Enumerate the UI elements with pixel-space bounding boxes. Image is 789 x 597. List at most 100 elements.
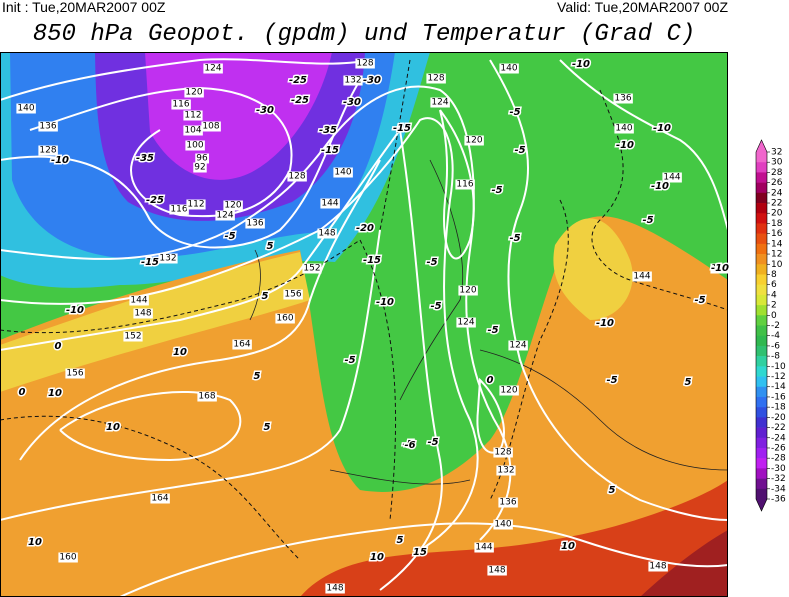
geopotential-label: 124: [216, 211, 233, 221]
colorbar-top-arrow: [756, 140, 767, 152]
geopotential-label-box: [245, 218, 265, 229]
temperature-contour: [591, 89, 728, 311]
temperature-label: 5: [685, 377, 692, 388]
colorbar-segment: [756, 427, 767, 439]
geopotential-label: 128: [494, 448, 511, 458]
geopotential-label: 104: [184, 126, 201, 136]
geopotential-label-box: [458, 285, 478, 296]
geopotential-label-box: [275, 313, 295, 324]
geopotential-label: 128: [427, 74, 444, 84]
geopotential-label-box: [499, 63, 519, 74]
geopotential-label: 156: [284, 290, 301, 300]
temperature-label: -30: [343, 97, 361, 108]
colorbar-segment: [756, 488, 767, 500]
temperature-label: -5: [430, 301, 441, 312]
colorbar-segment: [756, 315, 767, 326]
geopotential-label-box: [232, 339, 252, 350]
colorbar-tick-label: -2: [771, 321, 780, 331]
temperature-label: 5: [262, 291, 269, 302]
temperature-label: -25: [291, 95, 309, 106]
temperature-label: 10: [106, 422, 120, 433]
colorbar-segment: [756, 468, 767, 479]
colorbar-tick-label: -12: [771, 372, 786, 382]
geopotential-label-box: [662, 172, 682, 183]
geopotential-label: 92: [194, 163, 205, 173]
colorbar-tick-label: 14: [771, 239, 783, 249]
mild-zone: [0, 252, 310, 392]
geopotential-label: 148: [326, 584, 343, 594]
temperature-label: -10: [651, 181, 669, 192]
geopotential-label: 156: [66, 369, 83, 379]
temperature-label: -15: [321, 145, 339, 156]
geopotential-contour: [489, 59, 728, 521]
geopotential-label-box: [487, 565, 507, 576]
geopotential-label-box: [223, 200, 243, 211]
colorbar-tick-label: 10: [771, 260, 783, 270]
geopotential-label-box: [499, 385, 519, 396]
colorbar-segment: [756, 325, 767, 337]
geopotential-label: 124: [509, 341, 526, 351]
colorbar: 32302826242220181614121086420-2-4-6-8-10…: [755, 139, 786, 512]
geopotential-label: 136: [614, 94, 631, 104]
geopotential-label: 124: [204, 64, 221, 74]
temperature-label: -5: [426, 257, 437, 268]
temperature-label: -15: [393, 123, 411, 134]
temperature-label: -5: [694, 295, 705, 306]
geopotential-contour: [0, 229, 381, 521]
geopotential-label-box: [183, 110, 203, 121]
temperature-label: -5: [514, 145, 525, 156]
geopotential-label: 132: [159, 254, 176, 264]
temperature-label: -15: [141, 257, 159, 268]
geopotential-label: 152: [124, 332, 141, 342]
colorbar-tick-label: -18: [771, 403, 786, 413]
temperature-label: 15: [413, 547, 427, 558]
colorbar-tick-label: 30: [771, 158, 783, 168]
colorbar-segment: [756, 203, 767, 214]
geopotential-label: 108: [202, 122, 219, 132]
geopotential-label: 144: [321, 199, 338, 209]
geopotential-label: 128: [356, 59, 373, 69]
geopotential-label: 148: [649, 562, 666, 572]
colorbar-segment: [756, 396, 767, 408]
temperature-label: -5: [509, 233, 520, 244]
geopotential-label-box: [302, 263, 322, 274]
geopotential-label-box: [614, 123, 634, 134]
temperature-label: 5: [609, 485, 616, 496]
geopotential-label-box: [496, 465, 516, 476]
geopotential-contour: [29, 86, 293, 218]
temperature-label: -10: [66, 305, 84, 316]
geopotential-label-box: [287, 171, 307, 182]
geopotential-label-box: [123, 331, 143, 342]
colorbar-segment: [756, 264, 767, 275]
geopotential-label: 164: [233, 340, 250, 350]
geopotential-label-box: [613, 93, 633, 104]
geopotential-label: 128: [288, 172, 305, 182]
geopotential-contour: [0, 85, 512, 541]
temperature-label: -10: [572, 59, 590, 70]
geopotential-label-box: [333, 167, 353, 178]
colorbar-segment: [756, 437, 767, 449]
geopotential-label-box: [493, 519, 513, 530]
colorbar-segment: [756, 243, 767, 255]
geopotential-contour: [0, 129, 443, 591]
temperature-label: -5: [344, 355, 355, 366]
colorbar-tick-label: 20: [771, 209, 783, 219]
colorbar-segment: [756, 182, 767, 194]
colorbar-segment: [756, 417, 767, 428]
geopotential-label-box: [498, 497, 518, 508]
geopotential-label: 164: [151, 494, 168, 504]
geopotential-label-box: [215, 210, 235, 221]
geopotential-label: 144: [663, 173, 680, 183]
geopotential-label: 140: [17, 104, 34, 114]
geopotential-contour: [19, 159, 381, 461]
colorbar-segment: [756, 152, 767, 163]
temperature-label: -5: [642, 215, 653, 226]
map-title: 850 hPa Geopot. (gpdm) und Temperatur (G…: [33, 21, 696, 48]
geopotential-label-box: [632, 271, 652, 282]
colorbar-tick-label: -8: [771, 352, 780, 362]
geopotential-label: 116: [456, 180, 473, 190]
geopotential-label: 152: [303, 264, 320, 274]
geopotential-label: 140: [615, 124, 632, 134]
geopotential-label-box: [195, 153, 209, 164]
